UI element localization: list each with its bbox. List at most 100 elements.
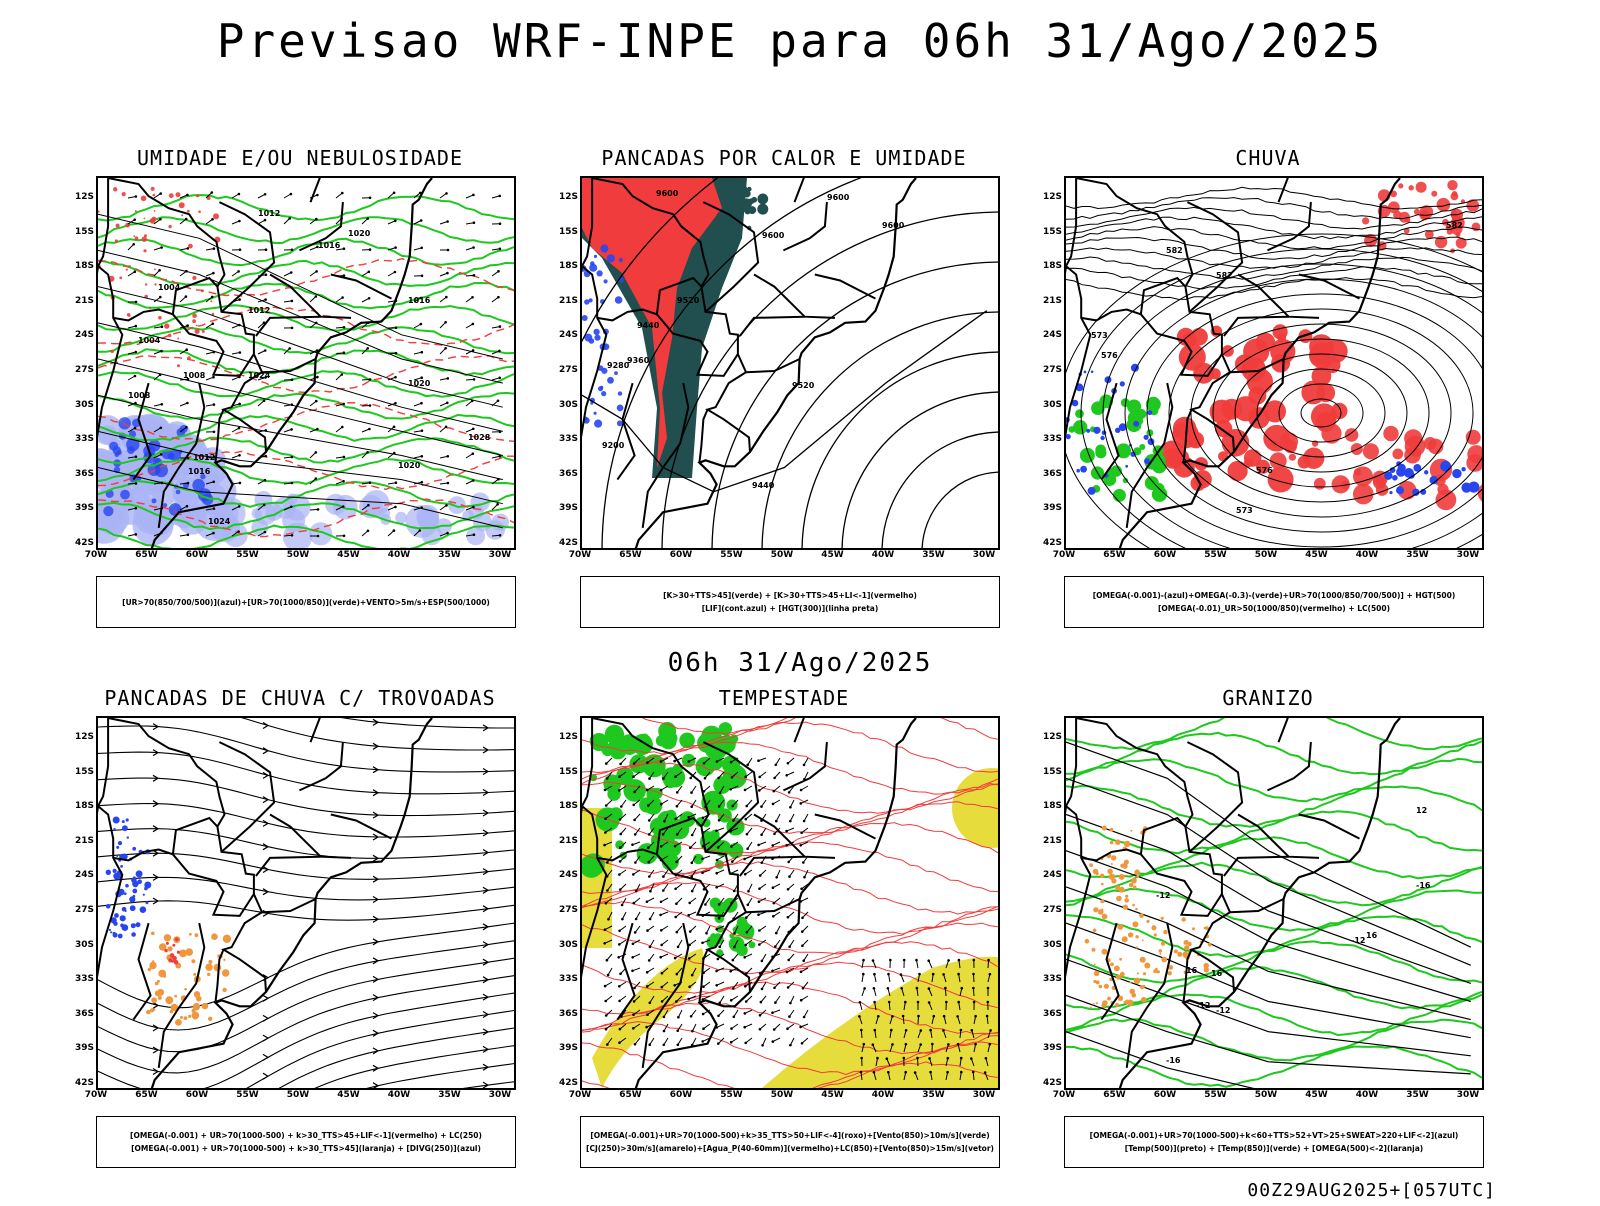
shade-cell (1389, 491, 1392, 494)
vector-head (291, 378, 294, 381)
shade-cell (191, 959, 195, 963)
vector-head (604, 1000, 607, 1003)
streamline-850-red (582, 718, 998, 734)
vector-head (787, 986, 790, 989)
lat-tick-label: 12S (550, 192, 578, 202)
vector-head (290, 271, 293, 274)
shade-cell (1088, 487, 1096, 495)
vector-head (288, 347, 291, 350)
vector-head (771, 844, 774, 847)
vector-head (341, 373, 344, 376)
vector-head (803, 820, 806, 823)
lon-tick-label: 60W (1150, 1090, 1180, 1100)
vector-head (974, 1015, 977, 1018)
vector-head (674, 775, 677, 778)
border-line (219, 742, 274, 852)
vector-head (472, 194, 475, 197)
contour-label: 1016 (408, 296, 431, 305)
vector-head (420, 219, 423, 222)
lat-tick-label: 27S (66, 905, 94, 915)
vector-head (647, 846, 650, 849)
shade-cell (1111, 878, 1116, 883)
vector-head (731, 776, 734, 779)
vector-head (661, 1000, 664, 1003)
contour-label: 576 (1256, 466, 1273, 475)
shade-cell (1440, 461, 1451, 472)
vector-head (498, 377, 501, 380)
lat-tick-label: 15S (550, 767, 578, 777)
vector-head (803, 764, 806, 767)
lon-tick-label: 50W (1251, 1090, 1281, 1100)
legend-line: [OMEGA(-0.001)-(azul)+OMEGA(-0.3)-(verde… (1093, 589, 1456, 602)
vector-head (946, 1071, 949, 1074)
vector-head (290, 506, 293, 509)
shade-cell (105, 365, 107, 367)
vector-head (862, 959, 865, 962)
vector-head (648, 861, 651, 864)
vector-head (212, 272, 215, 275)
vector-head (730, 1027, 733, 1030)
vector-head (634, 833, 637, 836)
panel-title: CHUVA (1048, 146, 1488, 170)
vector-head (873, 1071, 876, 1074)
lon-tick-label: 60W (666, 1090, 696, 1100)
shade-cell (1208, 943, 1212, 947)
lat-tick-label: 39S (1034, 1043, 1062, 1053)
lon-tick-label: 35W (1403, 550, 1433, 560)
vector-head (691, 862, 694, 865)
shade-cell (748, 206, 756, 214)
vector-head (660, 944, 663, 947)
vector-head (604, 789, 607, 792)
shade-cell (1111, 863, 1113, 865)
shade-cell (1092, 1003, 1094, 1005)
vector-head (758, 943, 761, 946)
vector-head (689, 846, 692, 849)
legend-line: [OMEGA(-0.001)+UR>70(1000-500)+k>35_TTS>… (590, 1129, 989, 1142)
vector-head (499, 248, 502, 251)
vector-head (717, 1042, 720, 1045)
shade-cell (201, 290, 204, 293)
lon-tick-label: 45W (334, 1090, 364, 1100)
contour-label: 9360 (627, 356, 650, 365)
vector-head (135, 507, 138, 510)
legend-line: [OMEGA(-0.01)_UR>50(1000/850)(vermelho) … (1158, 602, 1390, 615)
vector-head (603, 942, 606, 945)
border-line (215, 950, 223, 1003)
vector-head (605, 762, 608, 765)
shade-cell (1183, 951, 1189, 957)
contour-label: -12 (1216, 1006, 1230, 1015)
vector-head (472, 246, 475, 249)
vector-head (905, 1043, 908, 1046)
shade-cell (594, 412, 597, 415)
lat-tick-label: 36S (66, 1009, 94, 1019)
panel-title: GRANIZO (1048, 686, 1488, 710)
lat-tick-label: 30S (1034, 400, 1062, 410)
shade-cell (1122, 936, 1128, 942)
vector-head (315, 322, 318, 325)
shade-cell (214, 964, 222, 972)
lat-tick-label: 42S (1034, 1078, 1062, 1088)
shade-cell (1143, 985, 1146, 988)
temp850-green-contour (1066, 941, 1482, 982)
vector-head (760, 805, 763, 808)
vector-head (799, 844, 802, 847)
lon-tick-label: 40W (868, 550, 898, 560)
vector-head (421, 351, 424, 354)
streamline (98, 1063, 516, 1090)
shade-cell (1142, 939, 1144, 941)
vector-head (873, 973, 876, 976)
shade-cell (179, 202, 185, 208)
flow-arrow (373, 1048, 378, 1054)
vector-head (607, 918, 610, 921)
shade-cell (1119, 874, 1125, 880)
vector-head (186, 505, 189, 508)
vector-head (886, 1057, 889, 1060)
vector-head (618, 873, 621, 876)
border-line (1066, 718, 1076, 806)
map-plot (582, 718, 1000, 1090)
shade-cell (180, 1016, 183, 1019)
vector-head (316, 428, 319, 431)
vector-head (716, 760, 719, 763)
vector-head (973, 1001, 976, 1004)
flow-arrow (263, 1015, 268, 1021)
